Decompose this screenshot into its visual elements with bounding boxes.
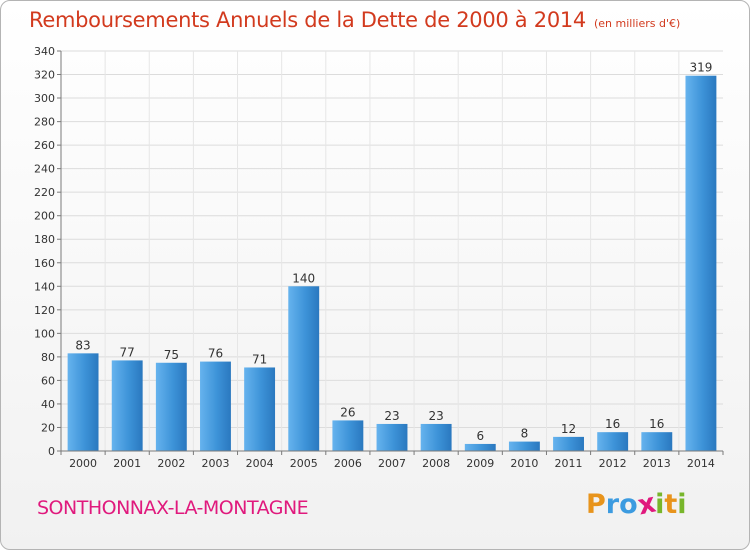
- y-tick-label: 0: [48, 445, 55, 458]
- data-label-2009: 6: [476, 429, 484, 443]
- x-tick-label-2006: 2006: [334, 457, 362, 470]
- chart-title-text: Remboursements Annuels de la Dette de 20…: [29, 8, 586, 32]
- data-label-2004: 71: [252, 352, 267, 366]
- bar-2005: [288, 286, 320, 451]
- y-tick-label: 320: [34, 69, 55, 82]
- bar-2001: [111, 360, 143, 451]
- bar-2004: [244, 367, 276, 451]
- bar-2006: [332, 420, 364, 451]
- x-tick-label-2012: 2012: [599, 457, 627, 470]
- x-tick-label-2007: 2007: [378, 457, 406, 470]
- data-label-2010: 8: [521, 427, 529, 441]
- bar-2011: [553, 436, 584, 451]
- data-label-2007: 23: [384, 409, 399, 423]
- y-tick-label: 20: [41, 421, 55, 434]
- logo-letter: i: [677, 489, 687, 520]
- y-tick-label: 120: [34, 304, 55, 317]
- x-tick-label-2000: 2000: [69, 457, 97, 470]
- logo-letter: o: [619, 489, 638, 520]
- bar-2012: [597, 432, 629, 451]
- x-tick-label-2013: 2013: [643, 457, 671, 470]
- logo-letter: P: [586, 489, 606, 520]
- data-label-2002: 75: [164, 348, 179, 362]
- x-tick-label-2011: 2011: [555, 457, 583, 470]
- x-tick-label-2002: 2002: [157, 457, 185, 470]
- axis-layer: 0 20 40 60 80 100 120 140 160 180 200 220 240 260 280 3…: [34, 45, 724, 470]
- logo-letter: r: [605, 489, 620, 520]
- data-label-2001: 77: [120, 345, 135, 359]
- data-label-2006: 26: [340, 405, 355, 419]
- y-tick-label: 180: [34, 233, 55, 246]
- bar-2010: [508, 441, 540, 451]
- logo-letter: t: [664, 489, 678, 520]
- chart-title: Remboursements Annuels de la Dette de 20…: [29, 8, 680, 32]
- bar-2003: [200, 361, 231, 451]
- data-label-2005: 140: [292, 271, 315, 285]
- y-tick-label: 260: [34, 139, 55, 152]
- bar-2013: [641, 432, 673, 451]
- proxiti-logo[interactable]: Proxiti: [586, 488, 687, 522]
- bar-2009: [464, 443, 496, 451]
- bar-2008: [420, 423, 452, 451]
- y-tick-label: 160: [34, 257, 55, 270]
- data-label-2011: 12: [561, 422, 576, 436]
- bar-layer: 83 77 75 76 71 140 26 23 23 6 8 12 16 16 319: [67, 61, 717, 452]
- y-tick-label: 60: [41, 374, 55, 387]
- bar-2002: [155, 362, 187, 451]
- y-tick-label: 40: [41, 398, 55, 411]
- x-tick-label-2014: 2014: [687, 457, 715, 470]
- y-tick-label: 240: [34, 163, 55, 176]
- data-label-2008: 23: [428, 409, 443, 423]
- y-tick-label: 200: [34, 210, 55, 223]
- bar-2000: [67, 353, 99, 451]
- data-label-2012: 16: [605, 417, 620, 431]
- data-label-2013: 16: [649, 417, 664, 431]
- bar-2014: [685, 75, 717, 452]
- logo-letter: i: [655, 489, 665, 520]
- y-tick-label: 300: [34, 92, 55, 105]
- y-tick-label: 220: [34, 186, 55, 199]
- y-tick-label: 80: [41, 351, 55, 364]
- y-tick-label: 280: [34, 116, 55, 129]
- chart-subtitle: (en milliers d'€): [594, 17, 681, 30]
- x-tick-label-2010: 2010: [510, 457, 538, 470]
- x-tick-label-2003: 2003: [201, 457, 229, 470]
- x-tick-label-2005: 2005: [290, 457, 318, 470]
- x-tick-label-2001: 2001: [113, 457, 141, 470]
- y-tick-label: 340: [34, 45, 55, 58]
- y-tick-label: 140: [34, 280, 55, 293]
- bar-2007: [376, 423, 408, 451]
- data-label-2000: 83: [75, 338, 90, 352]
- x-tick-label-2009: 2009: [466, 457, 494, 470]
- data-label-2003: 76: [208, 347, 223, 361]
- y-tick-label: 100: [34, 327, 55, 340]
- x-tick-label-2008: 2008: [422, 457, 450, 470]
- data-label-2014: 319: [689, 61, 712, 75]
- x-tick-label-2004: 2004: [246, 457, 274, 470]
- location-name: SONTHONNAX-LA-MONTAGNE: [37, 497, 309, 519]
